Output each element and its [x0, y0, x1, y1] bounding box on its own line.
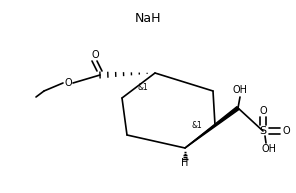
Text: NaH: NaH [135, 12, 161, 25]
Text: O: O [282, 126, 290, 136]
Text: H: H [181, 158, 189, 168]
Text: O: O [64, 78, 72, 88]
Text: OH: OH [232, 85, 247, 95]
Text: S: S [259, 126, 267, 136]
Text: OH: OH [261, 144, 276, 154]
Polygon shape [185, 107, 239, 148]
Text: &1: &1 [138, 84, 148, 92]
Text: O: O [259, 106, 267, 116]
Text: O: O [91, 50, 99, 60]
Text: &1: &1 [192, 120, 202, 130]
